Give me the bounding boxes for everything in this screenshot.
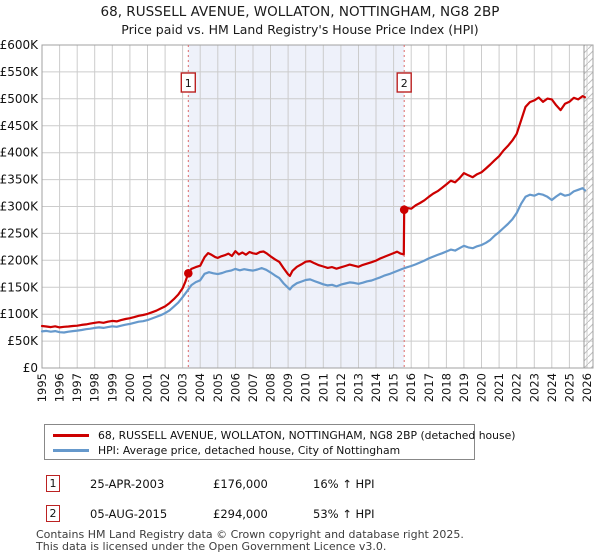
x-axis-label: 2014 [369,373,383,402]
x-axis-label: 2004 [193,373,207,402]
x-axis-label: 2003 [176,373,190,402]
page-title: 68, RUSSELL AVENUE, WOLLATON, NOTTINGHAM… [100,4,500,20]
y-axis-label: £450K [0,119,39,133]
x-axis-label: 2020 [475,373,489,402]
sale-point-dot [399,205,409,214]
legend-item-price-paid: 68, RUSSELL AVENUE, WOLLATON, NOTTINGHAM… [51,428,516,443]
x-axis-label: 2025 [562,373,576,402]
y-axis-label: £300K [0,200,39,214]
y-axis-label: £150K [0,280,39,294]
x-axis-label: 2013 [352,373,366,402]
legend-label-hpi: HPI: Average price, detached house, City… [98,444,401,457]
x-axis-label: 2026 [580,373,594,402]
x-axis-label: 2017 [422,373,436,402]
x-axis-label: 2011 [316,373,330,402]
y-axis-label: £200K [0,253,39,267]
y-axis-label: £250K [0,226,39,240]
y-axis-label: £550K [0,65,39,79]
sale-2-price: £294,000 [213,507,268,521]
y-axis-label: £0 [23,361,38,375]
x-axis-label: 2012 [334,373,348,402]
y-axis-label: £350K [0,173,39,187]
x-axis-label: 2005 [211,373,225,402]
y-axis-label: £600K [0,38,39,52]
x-axis-label: 1995 [35,373,49,402]
sale-marker-label: 1 [185,77,192,90]
x-axis-label: 2000 [123,373,137,402]
copyright-line: Contains HM Land Registry data © Crown c… [36,528,464,541]
y-axis-label: £50K [7,334,39,348]
y-axis-label: £100K [0,307,39,321]
x-axis-label: 2008 [264,373,278,402]
x-axis-label: 2006 [228,373,242,402]
x-axis-label: 2001 [141,373,155,402]
x-axis-label: 1999 [105,373,119,402]
price-chart: 1 2 £0 £50K £100K £150K £200K £250K £300K £350K £4… [0,38,594,402]
sale-marker-box [180,72,197,93]
page-subtitle: Price paid vs. HM Land Registry's House … [121,22,479,37]
sale-marker-label: 2 [401,77,408,90]
y-axis-label: £400K [0,146,39,160]
legend-item-hpi: HPI: Average price, detached house, City… [51,443,474,458]
sale-2-vs-hpi: 53% ↑ HPI [313,507,375,521]
x-axis-label: 1997 [70,373,84,402]
price-paid-line [40,95,586,329]
sale-point-dot [184,269,193,278]
legend-line-sample-blue [53,449,89,452]
x-axis-label: 2022 [510,373,524,402]
future-hatch-band [584,45,593,368]
sale-1-number-badge: 1 [46,475,60,492]
sale-2-number-badge: 2 [46,505,60,522]
x-axis-label: 2015 [387,373,401,402]
x-axis-label: 1996 [53,373,67,402]
sale-1-date: 25-APR-2003 [90,477,165,491]
sale-marker-box [396,72,412,93]
x-axis-label: 1998 [88,373,102,402]
sale-1-vs-hpi: 16% ↑ HPI [313,477,375,491]
x-axis-label: 2021 [492,373,506,402]
x-axis-label: 2024 [545,373,559,402]
x-axis-label: 2019 [457,373,471,402]
y-axis-label: £500K [0,92,39,106]
legend-label-price-paid: 68, RUSSELL AVENUE, WOLLATON, NOTTINGHAM… [98,429,516,442]
x-axis-label: 2007 [246,373,260,402]
plot-border [41,44,594,369]
sale-2-date: 05-AUG-2015 [90,507,168,521]
x-axis-label: 2018 [439,373,453,402]
x-axis-label: 2002 [158,373,172,402]
chart-legend: 68, RUSSELL AVENUE, WOLLATON, NOTTINGHAM… [44,424,516,460]
x-axis-label: 2023 [527,373,541,402]
hpi-line [40,187,586,334]
sale-1-price: £176,000 [213,477,268,491]
x-axis-label: 2010 [299,373,313,402]
licence-line: This data is licensed under the Open Gov… [36,540,387,553]
x-axis-label: 2016 [404,373,418,402]
x-axis-label: 2009 [281,373,295,402]
legend-line-sample-red [53,434,89,437]
